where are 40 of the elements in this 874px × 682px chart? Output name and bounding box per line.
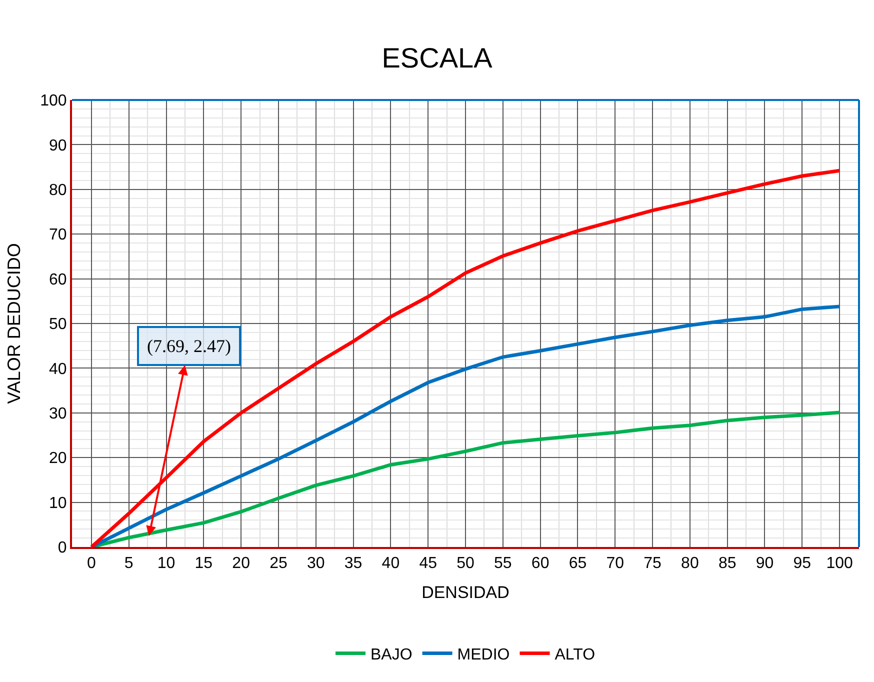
y-tick-label: 40 bbox=[49, 360, 67, 378]
x-tick-label: 15 bbox=[194, 555, 213, 572]
x-tick-label: 10 bbox=[157, 555, 176, 572]
x-axis-title: DENSIDAD bbox=[422, 583, 510, 602]
x-tick-label: 30 bbox=[306, 555, 325, 572]
x-tick-label: 40 bbox=[382, 555, 400, 572]
chart-title: ESCALA bbox=[382, 42, 493, 74]
legend-label: BAJO bbox=[370, 646, 412, 664]
x-tick-label: 85 bbox=[718, 555, 736, 572]
legend-label: MEDIO bbox=[457, 646, 510, 664]
x-tick-label: 90 bbox=[756, 555, 774, 572]
y-tick-label: 70 bbox=[49, 226, 67, 244]
legend-label: ALTO bbox=[554, 646, 596, 664]
y-tick-label: 10 bbox=[49, 494, 67, 512]
y-tick-label: 20 bbox=[49, 450, 67, 468]
x-tick-label: 60 bbox=[531, 555, 550, 572]
x-tick-label: 20 bbox=[232, 555, 250, 572]
x-tick-label: 80 bbox=[681, 555, 699, 572]
x-tick-label: 95 bbox=[793, 555, 812, 572]
line-series bbox=[90, 168, 842, 547]
x-tick-label: 5 bbox=[124, 555, 134, 572]
y-tick-label: 80 bbox=[49, 182, 67, 199]
x-tick-label: 0 bbox=[86, 555, 96, 572]
x-tick-label: 100 bbox=[826, 555, 853, 572]
x-tick-label: 65 bbox=[568, 555, 587, 572]
y-tick-label: 90 bbox=[49, 137, 67, 154]
y-tick-label: 50 bbox=[49, 316, 67, 334]
annotation: (7.69, 2.47) bbox=[147, 336, 231, 356]
y-tick-label: 100 bbox=[40, 92, 67, 110]
y-tick-label: 60 bbox=[49, 271, 67, 288]
x-tick-label: 50 bbox=[456, 555, 474, 572]
x-tick-label: 35 bbox=[344, 555, 362, 572]
y-tick-label: 0 bbox=[58, 540, 67, 557]
x-tick-label: 25 bbox=[270, 555, 288, 572]
x-tick-label: 70 bbox=[606, 555, 624, 572]
x-tick-label: 55 bbox=[494, 555, 512, 572]
y-tick-label: 30 bbox=[49, 406, 67, 422]
y-axis-title: VALOR DEDUCIDO bbox=[4, 243, 24, 404]
x-tick-label: 45 bbox=[419, 555, 438, 572]
x-tick-label: 75 bbox=[644, 555, 662, 572]
